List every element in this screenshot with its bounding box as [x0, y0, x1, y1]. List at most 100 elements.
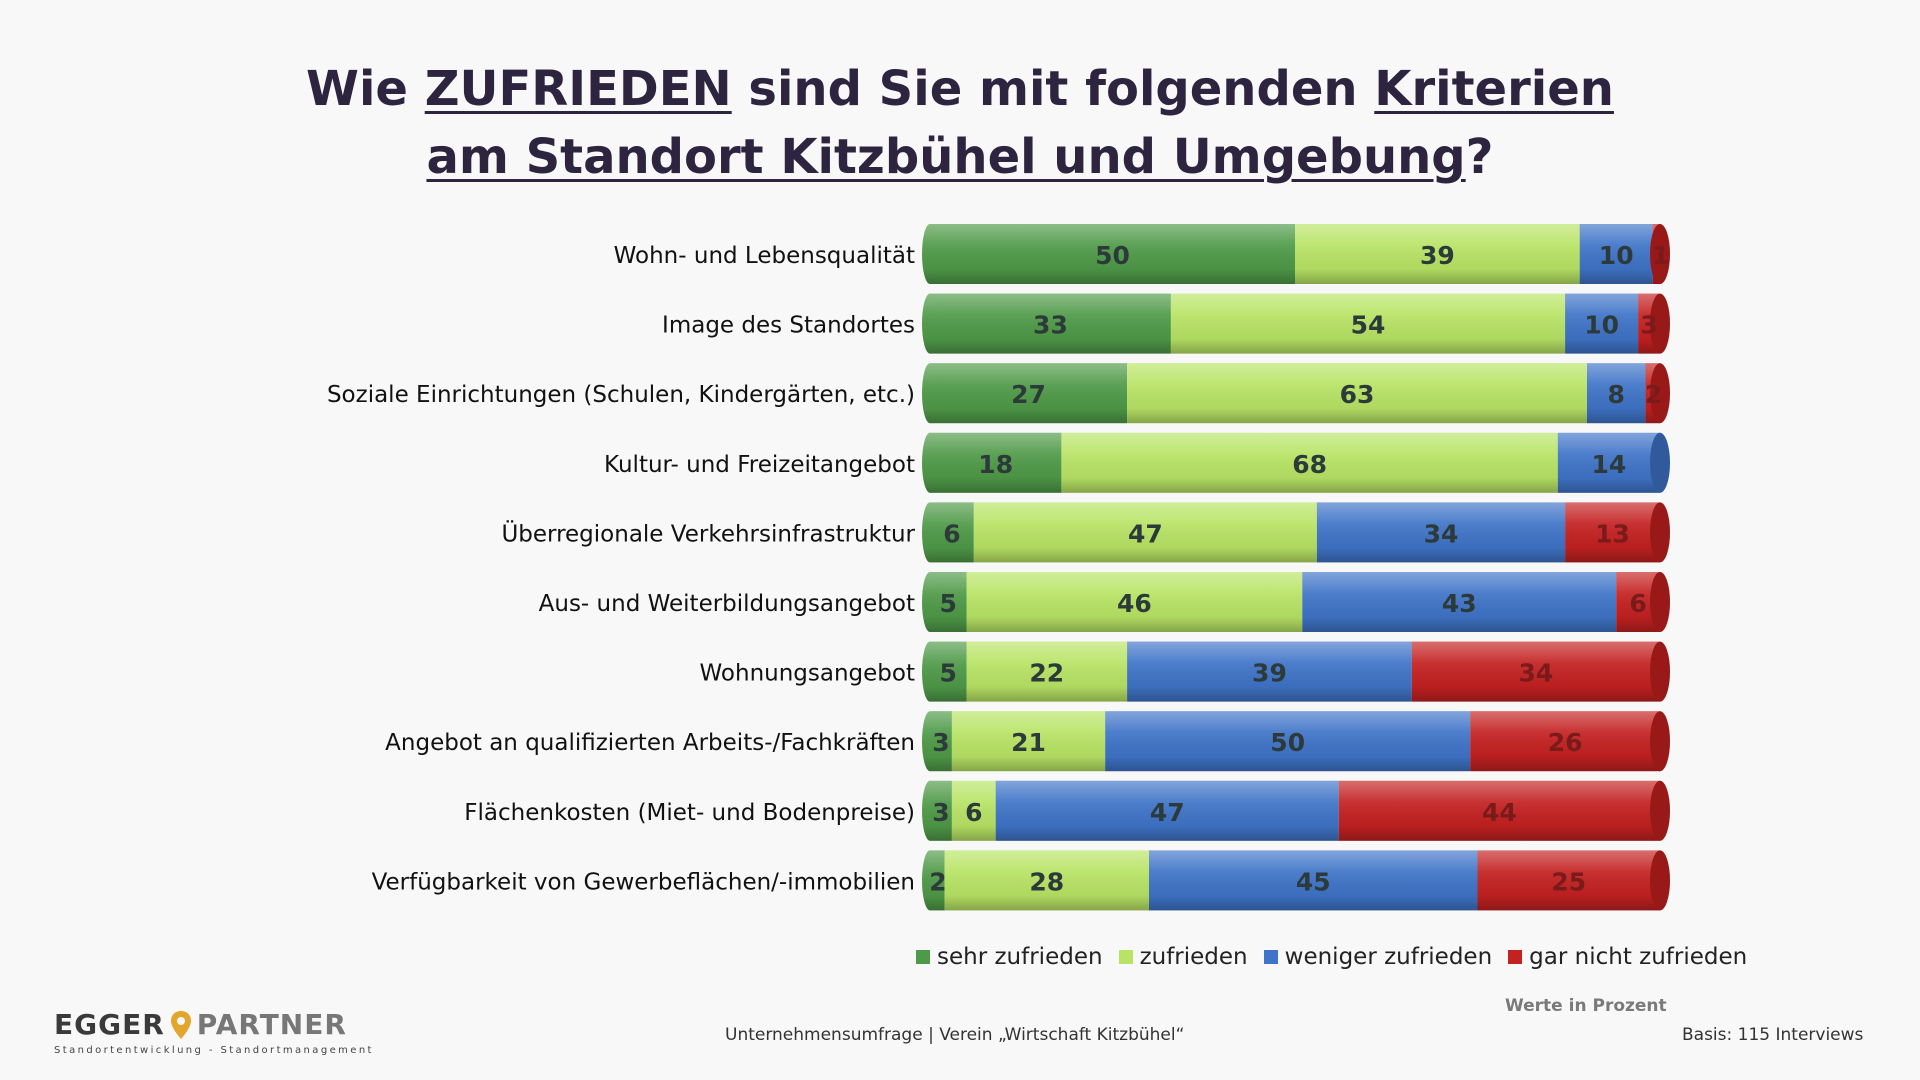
data-label: 46 [1117, 589, 1152, 618]
bar-segment-shade [1149, 850, 1478, 911]
title-segment: ? [1465, 129, 1494, 185]
title-line-1: Wie ZUFRIEDEN sind Sie mit folgenden Kri… [0, 55, 1920, 123]
data-label: 28 [1029, 867, 1064, 896]
bar-segment-shade [1477, 850, 1660, 911]
legend-item-weniger-zufrieden: weniger zufrieden [1263, 944, 1492, 970]
legend-swatch [1118, 950, 1133, 964]
bar-end-cap [1650, 432, 1670, 493]
legend-item-sehr-zufrieden: sehr zufrieden [916, 944, 1103, 970]
bar-left-cap-shade [922, 572, 938, 632]
title-segment: Wie [306, 61, 425, 117]
data-label: 13 [1595, 519, 1630, 548]
data-label: 34 [1519, 659, 1554, 688]
category-label: Soziale Einrichtungen (Schulen, Kindergä… [327, 382, 915, 408]
bar-left-cap-shade [922, 224, 938, 284]
logo-tagline: Standortentwicklung - Standortmanagement [54, 1045, 374, 1056]
title-segment-underlined: ZUFRIEDEN [424, 61, 732, 117]
category-label: Verfügbarkeit von Gewerbeflächen/-immobi… [372, 869, 915, 895]
bar-segment-shade [1557, 432, 1660, 493]
bar-left-cap-shade [922, 711, 938, 772]
bar-segment-shade [1587, 363, 1646, 424]
data-label: 14 [1592, 450, 1627, 479]
bar-segment-shade [1565, 293, 1639, 354]
data-label: 34 [1424, 519, 1459, 548]
bar-segment-shade [1105, 711, 1471, 772]
units-note: Werte in Prozent [1505, 996, 1667, 1016]
data-label: 33 [1033, 311, 1068, 340]
data-label: 54 [1351, 311, 1386, 340]
legend-swatch [916, 950, 930, 964]
data-label: 39 [1252, 659, 1287, 688]
bar-end-cap-shade [1650, 780, 1670, 841]
data-label: 3 [932, 728, 949, 757]
bar-segment-shade [1127, 363, 1587, 424]
title-segment-underlined: Kriterien [1374, 61, 1614, 117]
bar-end-cap-shade [1650, 711, 1670, 772]
data-label: 2 [1645, 380, 1662, 409]
source-note: Unternehmensumfrage | Verein „Wirtschaft… [725, 1025, 1185, 1045]
data-label: 63 [1340, 380, 1375, 409]
legend-label: gar nicht zufrieden [1529, 944, 1748, 970]
data-label: 6 [1629, 589, 1646, 618]
bar-segment-shade [966, 641, 1128, 702]
logo-text-left: EGGER [54, 1008, 165, 1041]
data-label: 25 [1551, 867, 1586, 896]
bar-end-cap [1650, 780, 1670, 841]
data-label: 27 [1011, 380, 1046, 409]
company-logo: EGGER PARTNER Standortentwicklung - Stan… [54, 1008, 374, 1056]
data-label: 3 [1640, 311, 1657, 340]
bar-end-cap [1650, 293, 1670, 354]
bar-segment-shade [1470, 711, 1660, 772]
bar-end-cap-shade [1650, 850, 1670, 911]
category-label: Aus- und Weiterbildungsangebot [539, 591, 915, 617]
bar-end-cap [1650, 850, 1670, 911]
bar-segment-shade [1302, 572, 1617, 632]
data-label: 18 [978, 450, 1013, 479]
bar-segment-shade [1579, 224, 1653, 284]
data-label: 47 [1150, 798, 1185, 827]
logo-text-right: PARTNER [196, 1008, 347, 1041]
bar-left-cap-shade [922, 432, 938, 493]
bar-segment-shade [930, 363, 1128, 424]
logo-wordmark: EGGER PARTNER [54, 1008, 374, 1041]
bar-segment-shade [951, 711, 1106, 772]
data-label: 39 [1420, 241, 1455, 270]
data-label: 47 [1128, 519, 1163, 548]
bar-end-cap-shade [1650, 224, 1670, 284]
bar-end-cap-shade [1650, 641, 1670, 702]
data-label: 43 [1442, 589, 1477, 618]
chart-title: Wie ZUFRIEDEN sind Sie mit folgenden Kri… [0, 55, 1920, 191]
legend-label: zufrieden [1139, 944, 1248, 970]
bar-segment-shade [1411, 641, 1660, 702]
data-label: 5 [940, 589, 957, 618]
legend-item-zufrieden: zufrieden [1118, 944, 1248, 970]
bar-segment-shade [1170, 293, 1566, 354]
category-label: Image des Standortes [662, 313, 915, 339]
bar-segment-shade [1565, 502, 1660, 563]
bar-segment-shade [1338, 780, 1660, 841]
category-label: Überregionale Verkehrsinfrastruktur [501, 519, 915, 547]
bar-end-cap [1650, 363, 1670, 424]
data-label: 6 [943, 519, 960, 548]
bar-segment-shade [930, 432, 1062, 493]
bar-segment-shade [1127, 641, 1412, 702]
bar-end-cap [1650, 711, 1670, 772]
legend-swatch [1508, 950, 1523, 964]
bar-left-cap-shade [922, 502, 938, 563]
bar-end-cap [1650, 224, 1670, 284]
bar-end-cap-shade [1650, 432, 1670, 493]
bar-segment-shade [1061, 432, 1558, 493]
data-label: 10 [1584, 311, 1619, 340]
data-label: 2 [929, 867, 946, 896]
data-label: 21 [1011, 728, 1046, 757]
title-segment-underlined: am Standort Kitzbühel und Umgebung [426, 129, 1466, 185]
data-label: 22 [1029, 659, 1064, 688]
bar-end-cap [1650, 641, 1670, 702]
data-label: 68 [1292, 450, 1327, 479]
bar-end-cap-shade [1650, 502, 1670, 563]
bar-end-cap-shade [1650, 293, 1670, 354]
bar-segment-shade [1295, 224, 1580, 284]
data-label: 1 [1652, 241, 1669, 270]
bar-end-cap [1650, 572, 1670, 632]
